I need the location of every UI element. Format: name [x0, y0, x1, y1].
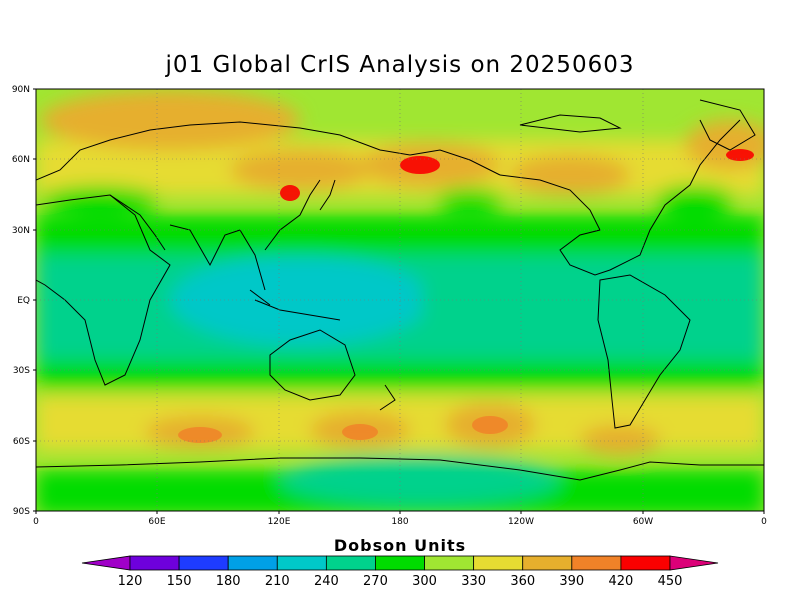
lat-label: 60N: [12, 155, 30, 165]
lon-label: 0: [33, 517, 39, 527]
grid-lines: [36, 89, 764, 511]
lat-label: 90S: [13, 507, 30, 517]
lon-label: 60W: [633, 517, 653, 527]
coastlines: [36, 99, 764, 481]
lat-label: EQ: [17, 296, 30, 306]
lon-label: 120E: [268, 517, 291, 527]
lon-label: 60E: [148, 517, 165, 527]
colorbar-label: Dobson Units: [333, 536, 467, 555]
lat-label: 90N: [12, 85, 30, 95]
lat-label: 30S: [13, 366, 30, 376]
lon-label: 0: [761, 517, 767, 527]
lat-label: 30N: [12, 226, 30, 236]
map-title: j01 Global CrIS Analysis on 20250603: [165, 52, 635, 78]
lat-label: 60S: [13, 437, 30, 447]
lon-label: 120W: [508, 517, 534, 527]
lon-label: 180: [391, 517, 408, 527]
